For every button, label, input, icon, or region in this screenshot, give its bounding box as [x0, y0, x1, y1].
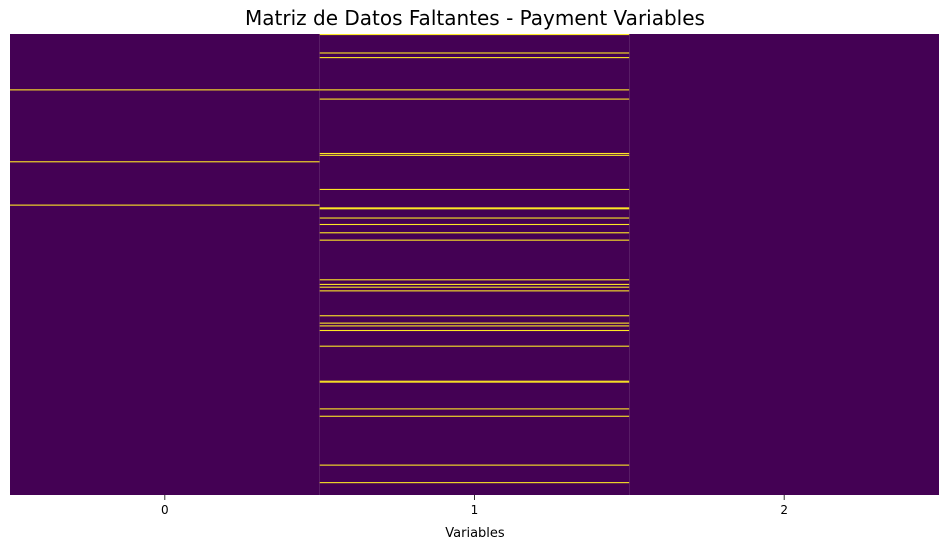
x-axis-ticks: 0 1 2: [161, 495, 788, 517]
missing-cell: [319, 34, 630, 36]
missing-cell: [319, 464, 630, 466]
missing-cell: [319, 188, 630, 190]
missing-cell: [319, 89, 630, 91]
missing-cell: [319, 98, 630, 100]
column-0-present: [10, 34, 320, 495]
missing-cell: [319, 329, 630, 332]
missing-cell: [319, 217, 630, 219]
missing-cell: [319, 283, 630, 285]
missing-cell: [319, 325, 630, 327]
missing-cell: [319, 208, 630, 210]
chart-title: Matriz de Datos Faltantes - Payment Vari…: [245, 6, 705, 30]
missing-cell: [319, 408, 630, 410]
missing-cell: [319, 223, 630, 226]
missing-cell: [10, 89, 320, 91]
x-axis-label: Variables: [445, 526, 505, 541]
column-1-present: [319, 34, 630, 495]
missing-cell: [319, 345, 630, 347]
missing-cell: [319, 239, 630, 241]
column-2-present: [629, 34, 939, 495]
x-tick-label: 1: [471, 503, 479, 517]
missing-cell: [319, 154, 630, 156]
missing-cell: [319, 152, 630, 155]
x-tick-label: 2: [780, 503, 788, 517]
heatmap-cells: [10, 34, 939, 495]
missing-cell: [10, 161, 320, 163]
missing-cell: [319, 279, 630, 281]
missing-cell: [319, 232, 630, 234]
missing-cell: [319, 57, 630, 59]
missing-cell: [319, 415, 630, 417]
missing-cell: [319, 381, 630, 383]
missing-cell: [319, 380, 630, 382]
missing-cell: [319, 482, 630, 484]
missing-cell: [319, 322, 630, 324]
missing-cell: [319, 290, 630, 292]
missing-cell: [319, 286, 630, 288]
missing-cell: [319, 52, 630, 54]
missing-cell: [319, 315, 630, 317]
x-tick-label: 0: [161, 503, 169, 517]
missing-cell: [10, 204, 320, 206]
